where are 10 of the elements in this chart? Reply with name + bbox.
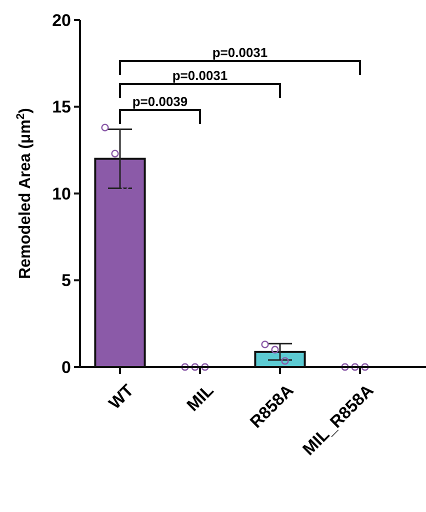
annotation: p=0.0031 (212, 45, 268, 60)
annotation: p=0.0031 (172, 68, 228, 83)
y-tick-label: 0 (62, 358, 71, 377)
x-tick-label: MIL (183, 380, 218, 415)
y-tick-label: 20 (52, 10, 71, 30)
y-tick-label: 5 (62, 271, 71, 290)
annotation: p=0.0039 (132, 94, 188, 109)
x-tick-label: WT (105, 380, 138, 413)
y-tick-label: 10 (52, 184, 71, 204)
y-tick-label: 15 (52, 98, 71, 117)
